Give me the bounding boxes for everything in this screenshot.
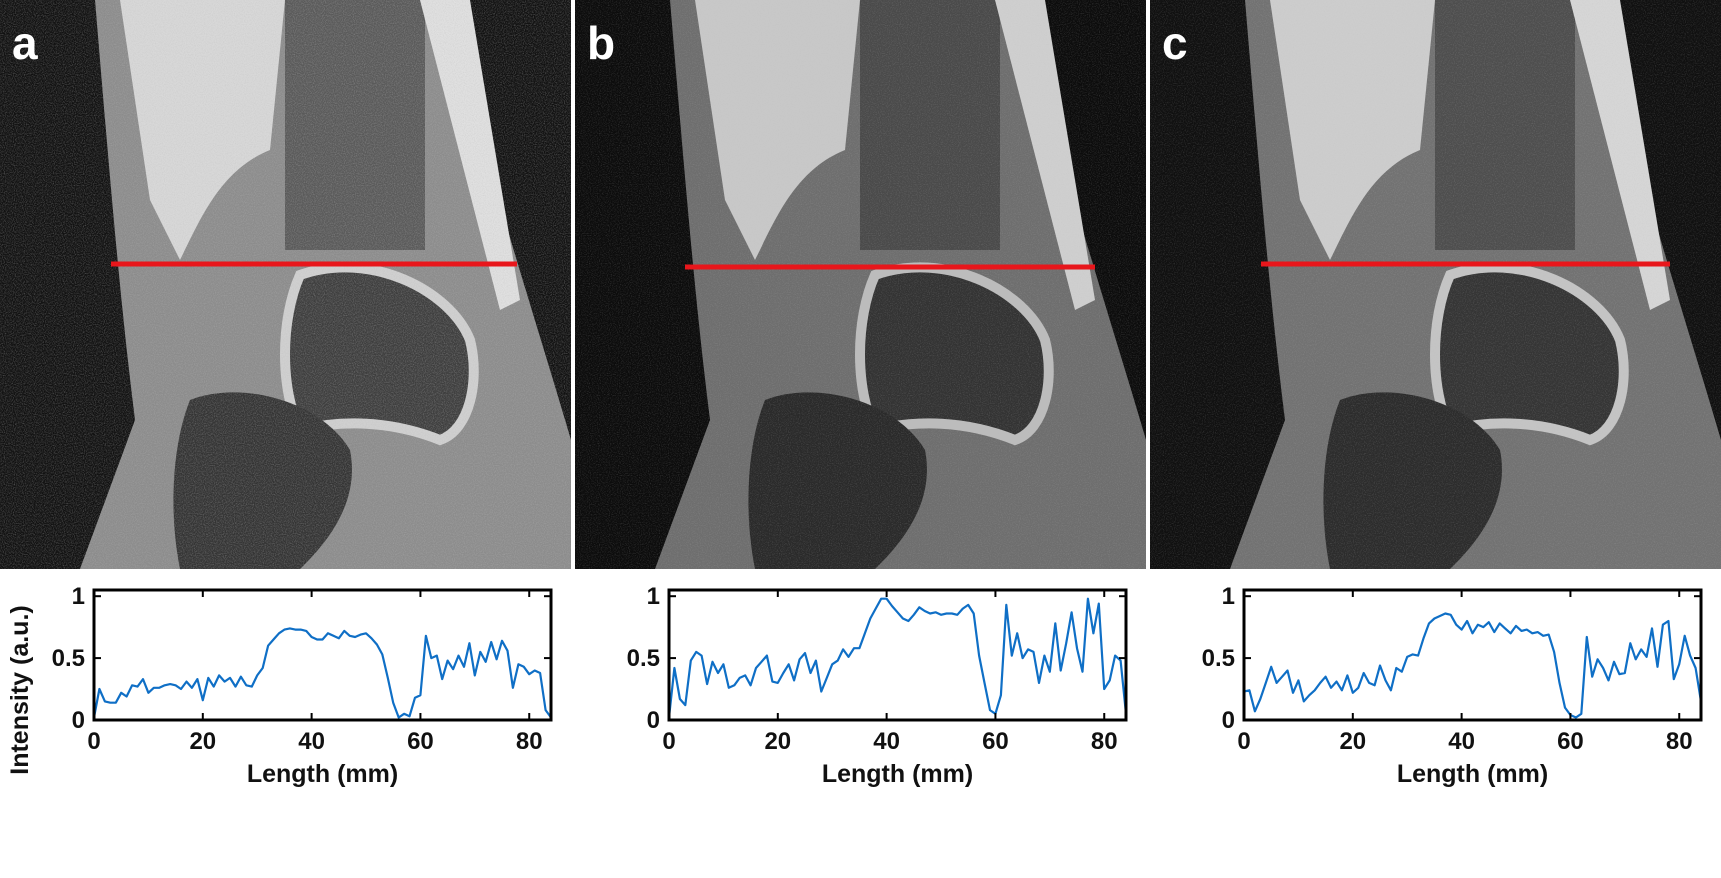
x-tick-label: 60 [1557, 728, 1584, 755]
x-tick-label: 0 [87, 728, 100, 755]
y-tick-label: 1 [647, 583, 660, 610]
y-tick-label: 0 [72, 707, 85, 734]
panel-label-a: a [12, 17, 38, 69]
x-tick-label: 0 [662, 728, 675, 755]
plot-area-c: 0 20 40 60 80 0 0.5 1 Length (mm) [1202, 583, 1703, 788]
y-tick-label: 0.5 [52, 645, 85, 672]
panel-label-b: b [587, 17, 616, 69]
x-tick-label: 20 [764, 728, 791, 755]
y-tick-label: 0.5 [627, 645, 660, 672]
plot-area-a: 0 20 40 60 80 0 0.5 1 Length (mm) [52, 583, 553, 788]
x-axis-label: Length (mm) [1397, 760, 1548, 788]
x-tick-label: 40 [1448, 728, 1475, 755]
y-tick-label: 1 [1222, 583, 1235, 610]
x-axis-label: Length (mm) [247, 760, 398, 788]
mri-panel-b: b [575, 0, 1146, 569]
profile-plot-b: 0 20 40 60 80 0 0.5 1 Length (mm) [575, 578, 1146, 878]
profile-series-line-c [1243, 612, 1703, 719]
profile-plot-c: 0 20 40 60 80 0 0.5 1 Length (mm) [1150, 578, 1721, 878]
y-tick-label: 0.5 [1202, 645, 1235, 672]
x-tick-label: 80 [1091, 728, 1118, 755]
x-tick-label: 20 [189, 728, 216, 755]
x-tick-label: 20 [1339, 728, 1366, 755]
mri-image-a [0, 0, 571, 569]
profile-plot-a: 0 20 40 60 80 0 0.5 1 Length (mm) Intensity (a.u… [0, 578, 571, 878]
axes-box [667, 588, 1128, 722]
x-tick-label: 40 [298, 728, 325, 755]
panel-label-c: c [1162, 17, 1188, 69]
mri-image-c [1150, 0, 1721, 569]
axes-box [92, 588, 553, 722]
mri-panel-a: a [0, 0, 571, 569]
x-axis-label: Length (mm) [822, 760, 973, 788]
x-tick-label: 80 [516, 728, 543, 755]
plot-area-b: 0 20 40 60 80 0 0.5 1 Length (mm) [627, 583, 1128, 788]
profile-chart-c: 0 20 40 60 80 0 0.5 1 Length (mm) [1202, 583, 1703, 788]
x-tick-label: 80 [1666, 728, 1693, 755]
y-tick-label: 0 [647, 707, 660, 734]
axes-box [1242, 588, 1703, 722]
profile-series-line-a [92, 627, 552, 719]
mri-panel-c: c [1150, 0, 1721, 569]
x-tick-label: 0 [1237, 728, 1250, 755]
y-tick-label: 0 [1222, 707, 1235, 734]
profile-chart-b: 0 20 40 60 80 0 0.5 1 Length (mm) [627, 583, 1128, 788]
profile-series-line-b [667, 597, 1128, 718]
mri-image-b [575, 0, 1146, 569]
y-tick-label: 1 [72, 583, 85, 610]
x-tick-label: 60 [407, 728, 434, 755]
profile-chart-a: 0 20 40 60 80 0 0.5 1 Length (mm) Intensity (a.u… [6, 583, 553, 788]
x-tick-label: 40 [873, 728, 900, 755]
x-tick-label: 60 [982, 728, 1009, 755]
y-axis-label: Intensity (a.u.) [6, 605, 34, 774]
